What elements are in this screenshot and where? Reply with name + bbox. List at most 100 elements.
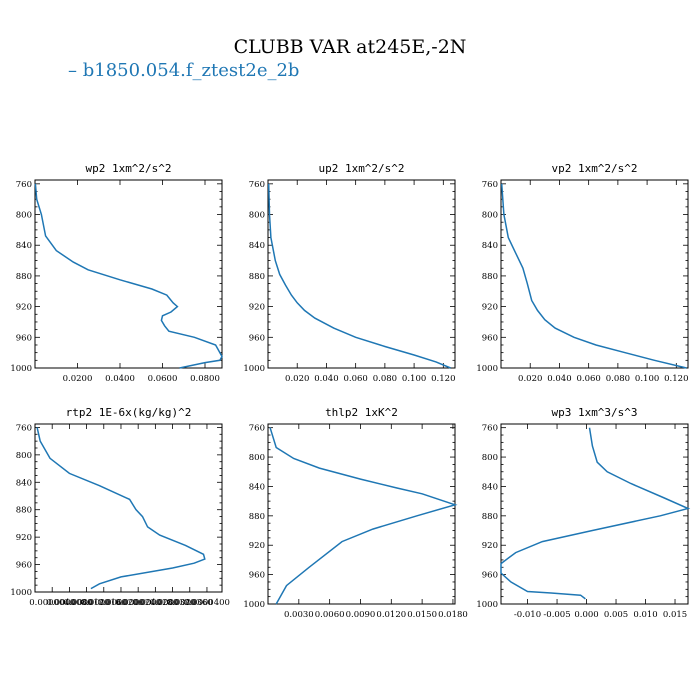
- y-tick-label: 920: [249, 541, 265, 551]
- y-tick-label: 760: [482, 180, 498, 190]
- panel-title: wp2 1xm^2/s^2: [85, 162, 171, 175]
- x-tick-label: 0.120: [431, 374, 455, 384]
- x-tick-label: 0.0000400: [184, 598, 230, 608]
- y-tick-label: 960: [482, 333, 498, 343]
- figure-title: CLUBB VAR at245E,-2N: [233, 36, 467, 58]
- plot-frame: [267, 179, 456, 369]
- y-tick-label: 800: [16, 451, 32, 461]
- series-line: [500, 427, 691, 600]
- x-tick-label: 0.0600: [148, 374, 178, 384]
- y-tick-label: 880: [249, 512, 265, 522]
- y-tick-label: 840: [16, 478, 32, 488]
- x-tick-label: 0.0000360: [167, 598, 213, 608]
- y-tick-label: 920: [482, 541, 498, 551]
- y-tick-label: 760: [482, 424, 498, 434]
- y-tick-label: 840: [482, 482, 498, 492]
- x-tick-label: 0.0090: [346, 610, 376, 620]
- y-tick-label: 760: [249, 180, 265, 190]
- panel-title: vp2 1xm^2/s^2: [551, 162, 637, 175]
- y-tick-label: 960: [16, 561, 32, 571]
- y-tick-label: 920: [482, 303, 498, 313]
- x-tick-label: 0.0000160: [81, 598, 127, 608]
- y-tick-label: 840: [249, 241, 265, 251]
- y-tick-label: 960: [249, 333, 265, 343]
- panel-title: thlp2 1xK^2: [325, 406, 398, 419]
- panel-title: up2 1xm^2/s^2: [318, 162, 404, 175]
- x-tick-label: 0.0120: [376, 610, 406, 620]
- x-tick-label: 0.000: [574, 610, 598, 620]
- y-tick-label: 1000: [243, 600, 265, 610]
- plot-frame: [34, 423, 223, 593]
- x-tick-label: 0.020: [518, 374, 542, 384]
- series-line: [500, 183, 687, 369]
- y-tick-label: 920: [16, 533, 32, 543]
- y-tick-label: 760: [16, 180, 32, 190]
- x-tick-label: 0.010: [633, 610, 657, 620]
- y-tick-label: 840: [249, 482, 265, 492]
- series-line: [36, 427, 206, 590]
- y-tick-label: 800: [482, 211, 498, 221]
- x-tick-label: 0.0400: [105, 374, 135, 384]
- plot-frame: [34, 179, 223, 369]
- x-tick-label: 0.100: [402, 374, 426, 384]
- y-tick-label: 760: [249, 424, 265, 434]
- x-tick-label: 0.0000040: [29, 598, 75, 608]
- x-tick-label: 0.060: [576, 374, 600, 384]
- x-tick-label: 0.020: [285, 374, 309, 384]
- y-tick-label: 1000: [10, 364, 32, 374]
- x-tick-label: -0.005: [543, 610, 570, 620]
- x-tick-label: 0.0000320: [150, 598, 196, 608]
- y-tick-label: 800: [16, 211, 32, 221]
- y-tick-label: 880: [482, 512, 498, 522]
- y-tick-label: 960: [249, 571, 265, 581]
- y-tick-label: 1000: [476, 600, 498, 610]
- x-tick-label: 0.015: [663, 610, 687, 620]
- y-tick-label: 880: [16, 506, 32, 516]
- x-tick-label: 0.0030: [284, 610, 314, 620]
- x-tick-label: 0.0000280: [132, 598, 178, 608]
- y-tick-label: 840: [16, 241, 32, 251]
- y-tick-label: 880: [249, 272, 265, 282]
- series-line: [269, 427, 458, 605]
- x-tick-label: 0.100: [635, 374, 659, 384]
- legend-label: b1850.054.f_ztest2e_2b: [82, 60, 300, 81]
- x-tick-label: 0.120: [664, 374, 688, 384]
- y-tick-label: 960: [482, 571, 498, 581]
- x-tick-label: 0.0000240: [115, 598, 161, 608]
- x-tick-label: 0.080: [606, 374, 630, 384]
- panel-title: rtp2 1E-6x(kg/kg)^2: [66, 406, 192, 419]
- y-tick-label: 800: [249, 211, 265, 221]
- series-line: [34, 183, 223, 369]
- x-tick-label: 0.0800: [190, 374, 220, 384]
- y-tick-label: 1000: [476, 364, 498, 374]
- x-tick-label: 0.0150: [407, 610, 437, 620]
- legend-entry: – b1850.054.f_ztest2e_2b: [68, 60, 299, 81]
- x-tick-label: 0.005: [604, 610, 628, 620]
- plot-frame: [500, 423, 689, 605]
- x-tick-label: 0.040: [547, 374, 571, 384]
- x-tick-label: 0.0200: [63, 374, 93, 384]
- x-tick-label: 0.080: [373, 374, 397, 384]
- y-tick-label: 920: [249, 303, 265, 313]
- x-tick-label: 0.040: [314, 374, 338, 384]
- y-tick-label: 760: [16, 423, 32, 433]
- x-tick-label: 0.0180: [438, 610, 468, 620]
- y-tick-label: 920: [16, 303, 32, 313]
- y-tick-label: 800: [482, 453, 498, 463]
- y-tick-label: 960: [16, 333, 32, 343]
- legend-line-marker: –: [68, 60, 77, 81]
- x-tick-label: 0.0000080: [46, 598, 92, 608]
- y-tick-label: 840: [482, 241, 498, 251]
- y-tick-label: 880: [16, 272, 32, 282]
- x-tick-label: 0.0060: [315, 610, 345, 620]
- y-tick-label: 880: [482, 272, 498, 282]
- y-tick-label: 1000: [10, 588, 32, 598]
- x-tick-label: 0.060: [343, 374, 367, 384]
- panel-title: wp3 1xm^3/s^3: [551, 406, 637, 419]
- series-line: [267, 183, 451, 369]
- y-tick-label: 800: [249, 453, 265, 463]
- x-tick-label: 0.0000200: [98, 598, 144, 608]
- x-tick-label: 0.0000120: [64, 598, 110, 608]
- plot-frame: [267, 423, 456, 605]
